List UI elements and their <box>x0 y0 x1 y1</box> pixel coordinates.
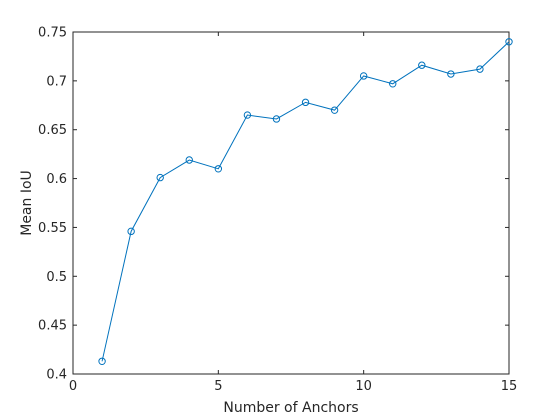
x-tick-label: 10 <box>355 379 372 394</box>
data-point <box>127 227 135 236</box>
y-axis-label: Mean IoU <box>19 170 35 236</box>
y-tick-label: 0.4 <box>46 368 67 383</box>
data-point <box>359 72 368 80</box>
data-point <box>389 80 397 88</box>
y-tick-label: 0.55 <box>38 221 67 236</box>
data-point <box>98 357 106 365</box>
x-tick-label: 5 <box>214 379 222 394</box>
data-point <box>301 98 310 107</box>
data-point <box>243 111 252 119</box>
plot-area <box>72 31 510 375</box>
y-tick-label: 0.45 <box>38 319 67 334</box>
data-point <box>330 106 339 114</box>
x-tick-labels: 0 5 10 15 <box>69 379 517 394</box>
data-point <box>505 38 513 46</box>
y-tick-label: 0.75 <box>38 26 67 41</box>
axis-ticks <box>72 31 510 375</box>
data-point <box>185 156 193 164</box>
y-tick-label: 0.5 <box>46 270 67 285</box>
x-tick-label: 15 <box>501 379 518 394</box>
series-markers <box>98 38 513 365</box>
y-tick-labels: 0.4 0.45 0.5 0.55 0.6 0.65 0.7 0.75 <box>38 26 67 383</box>
data-point <box>156 173 164 182</box>
series-line <box>101 41 510 362</box>
data-point <box>214 165 223 173</box>
y-tick-label: 0.7 <box>46 74 67 89</box>
x-axis-label: Number of Anchors <box>223 400 358 416</box>
y-tick-label: 0.65 <box>38 123 67 138</box>
data-point <box>476 65 484 73</box>
data-point <box>418 61 426 69</box>
y-tick-label: 0.6 <box>46 172 67 187</box>
x-tick-label: 0 <box>69 379 77 394</box>
data-point <box>272 115 281 123</box>
data-point <box>447 70 455 78</box>
